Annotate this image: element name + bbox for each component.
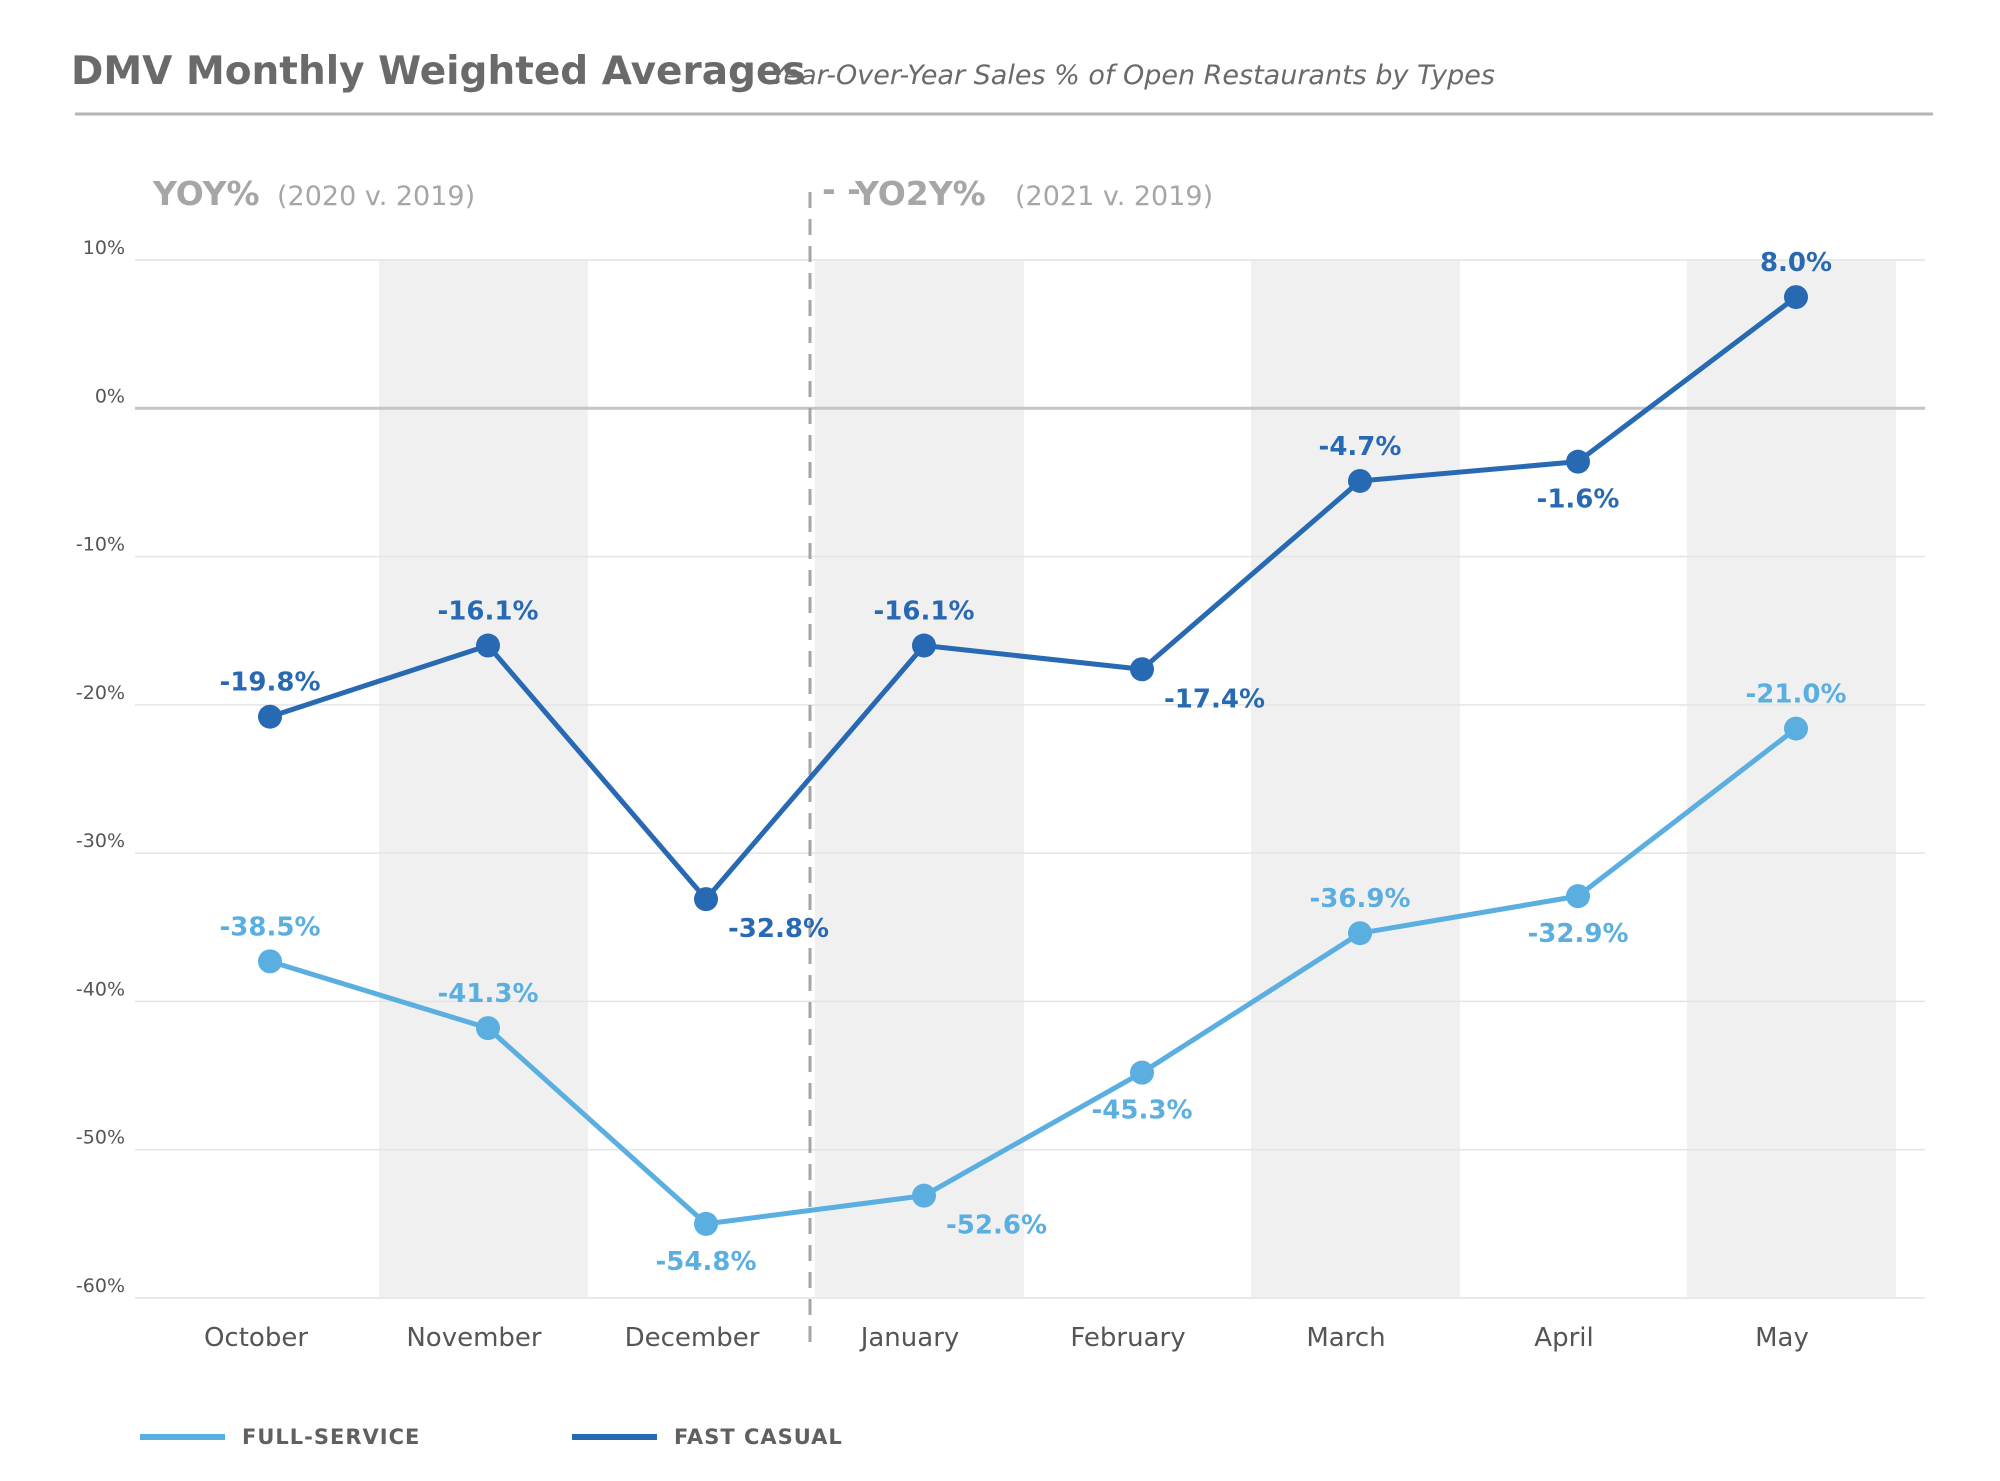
point-full-service-may xyxy=(1784,716,1808,741)
point-fast-casual-may xyxy=(1784,285,1808,310)
y-tick-label: 10% xyxy=(83,237,125,259)
data-label-full-service-october: -38.5% xyxy=(220,912,321,942)
chart-title: DMV Monthly Weighted Averages xyxy=(71,49,806,94)
point-full-service-april xyxy=(1566,884,1590,909)
x-tick-december: December xyxy=(625,1323,760,1353)
point-full-service-january xyxy=(912,1183,936,1208)
point-fast-casual-october xyxy=(258,704,282,729)
y-axis: 10% 0% -10% -20% -30% -40% -50% -60% xyxy=(76,237,125,1297)
divider-marker: - - xyxy=(822,170,861,209)
data-label-fast-casual-april: -1.6% xyxy=(1537,485,1620,515)
series-line-fast-casual xyxy=(269,295,1798,902)
data-label-full-service-december: -54.8% xyxy=(656,1247,757,1277)
y-tick-label: -10% xyxy=(76,534,125,556)
x-tick-february: February xyxy=(1070,1323,1185,1353)
legend-label-fast-casual: FAST CASUAL xyxy=(674,1425,843,1449)
data-label-fast-casual-march: -4.7% xyxy=(1319,432,1402,462)
period-sub-yoy: (2020 v. 2019) xyxy=(277,181,475,212)
period-label-yo2y: YO2Y% xyxy=(854,174,986,213)
y-tick-label: 0% xyxy=(95,385,125,407)
x-tick-march: March xyxy=(1306,1323,1385,1353)
gridlines xyxy=(135,259,1925,1299)
point-fast-casual-april xyxy=(1566,449,1590,474)
data-label-full-service-april: -32.9% xyxy=(1528,919,1629,949)
x-tick-january: January xyxy=(859,1323,960,1353)
point-fast-casual-february xyxy=(1130,657,1154,682)
y-tick-label: -40% xyxy=(76,978,125,1000)
shaded-bands xyxy=(379,260,1896,1298)
x-tick-april: April xyxy=(1534,1323,1593,1353)
band-march xyxy=(1251,260,1460,1298)
data-label-fast-casual-november: -16.1% xyxy=(438,597,539,627)
point-fast-casual-january xyxy=(912,633,936,658)
data-label-full-service-march: -36.9% xyxy=(1310,884,1411,914)
data-label-full-service-may: -21.0% xyxy=(1746,680,1847,710)
data-label-fast-casual-october: -19.8% xyxy=(220,668,321,698)
data-label-fast-casual-february: -17.4% xyxy=(1164,684,1265,714)
point-full-service-march xyxy=(1348,921,1372,946)
y-tick-label: -50% xyxy=(76,1127,125,1149)
x-axis: October November December January February Ma… xyxy=(204,1323,1809,1353)
band-may xyxy=(1687,260,1896,1298)
point-fast-casual-november xyxy=(476,633,500,658)
y-tick-label: -60% xyxy=(76,1275,125,1297)
band-november xyxy=(379,260,588,1298)
x-tick-october: October xyxy=(204,1323,308,1353)
period-sub-yo2y: (2021 v. 2019) xyxy=(1015,181,1213,212)
point-full-service-february xyxy=(1130,1060,1154,1085)
y-tick-label: -20% xyxy=(76,682,125,704)
data-label-fast-casual-january: -16.1% xyxy=(874,597,975,627)
x-tick-may: May xyxy=(1755,1323,1809,1353)
period-label-yoy: YOY% xyxy=(152,174,260,213)
data-label-full-service-january: -52.6% xyxy=(946,1211,1047,1241)
x-tick-november: November xyxy=(406,1323,542,1353)
data-label-fast-casual-december: -32.8% xyxy=(728,914,829,944)
data-label-fast-casual-may: 8.0% xyxy=(1760,248,1832,278)
y-tick-label: -30% xyxy=(76,830,125,852)
legend-label-full-service: FULL-SERVICE xyxy=(242,1425,420,1449)
data-label-full-service-november: -41.3% xyxy=(438,979,539,1009)
series-layer: -38.5% -41.3% -54.8% -52.6% -45.3% -36.9% -32.… xyxy=(220,248,1847,1277)
point-fast-casual-december xyxy=(694,887,718,912)
data-label-full-service-february: -45.3% xyxy=(1092,1096,1193,1126)
point-full-service-december xyxy=(694,1211,718,1236)
band-january xyxy=(815,260,1024,1298)
series-line-full-service xyxy=(269,726,1798,1227)
point-full-service-october xyxy=(258,949,282,974)
chart-subtitle: Year-Over-Year Sales % of Open Restauran… xyxy=(770,60,1495,91)
point-full-service-november xyxy=(476,1016,500,1041)
point-fast-casual-march xyxy=(1348,468,1372,493)
